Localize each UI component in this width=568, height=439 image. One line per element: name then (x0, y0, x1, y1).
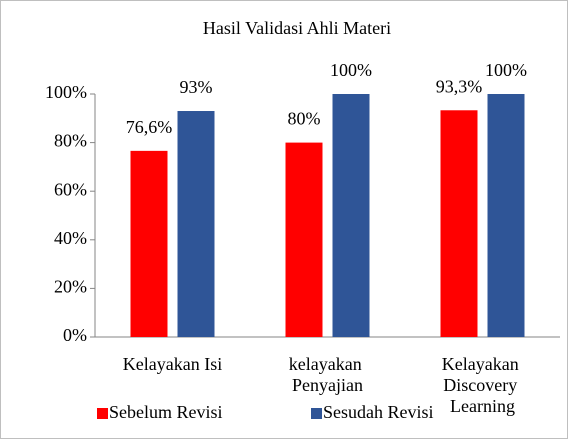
data-label: 93,3% (436, 76, 483, 96)
legend-swatch (311, 408, 322, 419)
legend-label: Sebelum Revisi (109, 402, 223, 422)
x-tick-label: Kelayakan Isi (123, 354, 222, 374)
y-tick-label: 80% (54, 131, 87, 151)
chart-title: Hasil Validasi Ahli Materi (203, 18, 391, 38)
bar (440, 110, 478, 337)
y-tick-label: 40% (54, 228, 87, 248)
data-label: 76,6% (126, 117, 173, 137)
legend-label: Sesudah Revisi (323, 402, 434, 422)
bar (130, 150, 168, 337)
bar (285, 142, 323, 337)
legend-swatch (97, 408, 108, 419)
x-tick-label: Kelayakan Discovery Learning (442, 354, 523, 416)
y-tick-label: 100% (45, 82, 87, 102)
y-tick-label: 60% (54, 179, 87, 199)
data-label: 93% (180, 77, 213, 97)
data-label: 100% (485, 60, 527, 80)
data-label: 80% (288, 109, 321, 129)
y-tick-label: 0% (63, 325, 87, 345)
bar (487, 94, 525, 337)
x-tick-label: kelayakan Penyajian (289, 354, 366, 395)
y-tick-label: 20% (54, 277, 87, 297)
data-label: 100% (330, 60, 372, 80)
bar (177, 111, 215, 337)
bar (332, 94, 370, 337)
